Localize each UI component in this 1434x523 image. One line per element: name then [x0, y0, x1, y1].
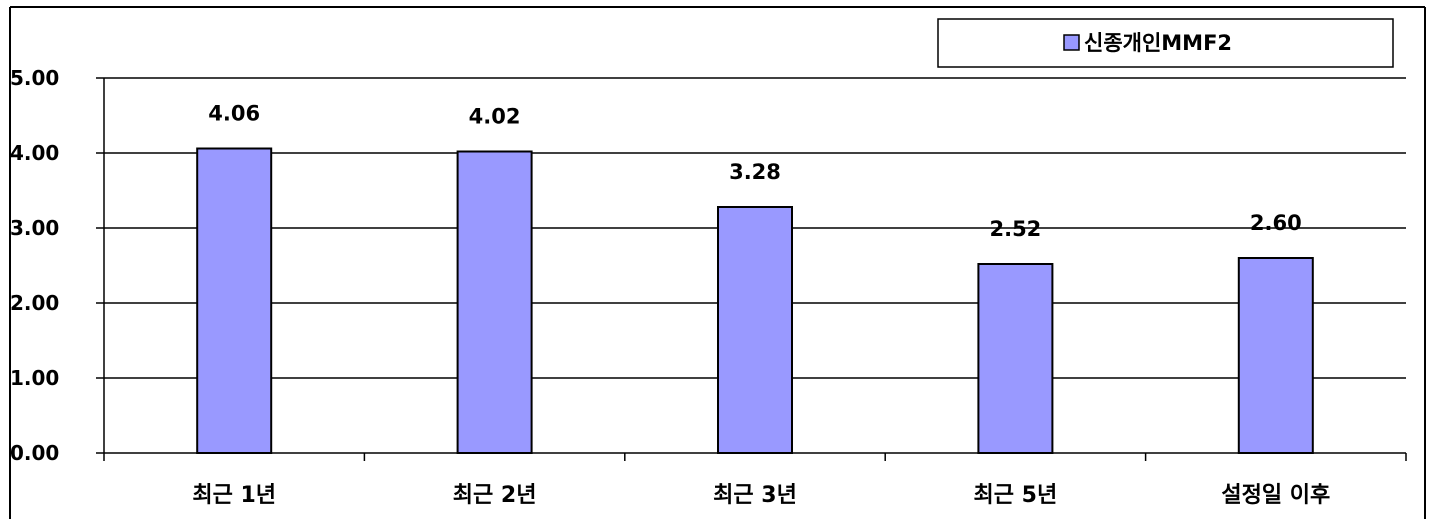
data-label: 3.28	[729, 160, 781, 184]
bar	[1237, 257, 1314, 454]
legend-box	[937, 18, 1394, 68]
x-tick-label: 최근 2년	[453, 483, 537, 508]
bar	[456, 150, 533, 454]
y-tick-label: 1.00	[10, 366, 59, 390]
data-label: 2.52	[989, 217, 1041, 241]
bar	[977, 263, 1054, 454]
x-tick-label: 최근 1년	[192, 483, 276, 508]
legend-swatch	[1063, 34, 1080, 51]
bars-group	[196, 147, 1314, 454]
data-labels: 4.06 4.02 3.28 2.52 2.60	[208, 102, 1301, 242]
y-tick-label: 0.00	[10, 441, 59, 465]
y-tick-label: 5.00	[10, 66, 59, 90]
bar	[196, 147, 273, 454]
y-tick-labels: 0.00 1.00 2.00 3.00 4.00 5.00	[10, 66, 59, 465]
x-tick-label: 최근 3년	[713, 483, 797, 508]
data-label: 4.02	[469, 105, 521, 129]
legend: 신종개인MMF2	[937, 18, 1394, 68]
legend-label: 신종개인MMF2	[1084, 31, 1232, 55]
data-label: 4.06	[208, 102, 260, 126]
x-tick-label: 설정일 이후	[1221, 483, 1330, 508]
y-tick-label: 4.00	[10, 141, 59, 165]
y-tick-label: 2.00	[10, 291, 59, 315]
data-label: 2.60	[1250, 211, 1302, 235]
bar	[717, 206, 793, 454]
y-tick-label: 3.00	[10, 216, 59, 240]
x-tick-labels: 최근 1년 최근 2년 최근 3년 최근 5년 설정일 이후	[192, 483, 1330, 508]
axes-group	[96, 77, 1407, 461]
x-tick-label: 최근 5년	[974, 483, 1058, 508]
